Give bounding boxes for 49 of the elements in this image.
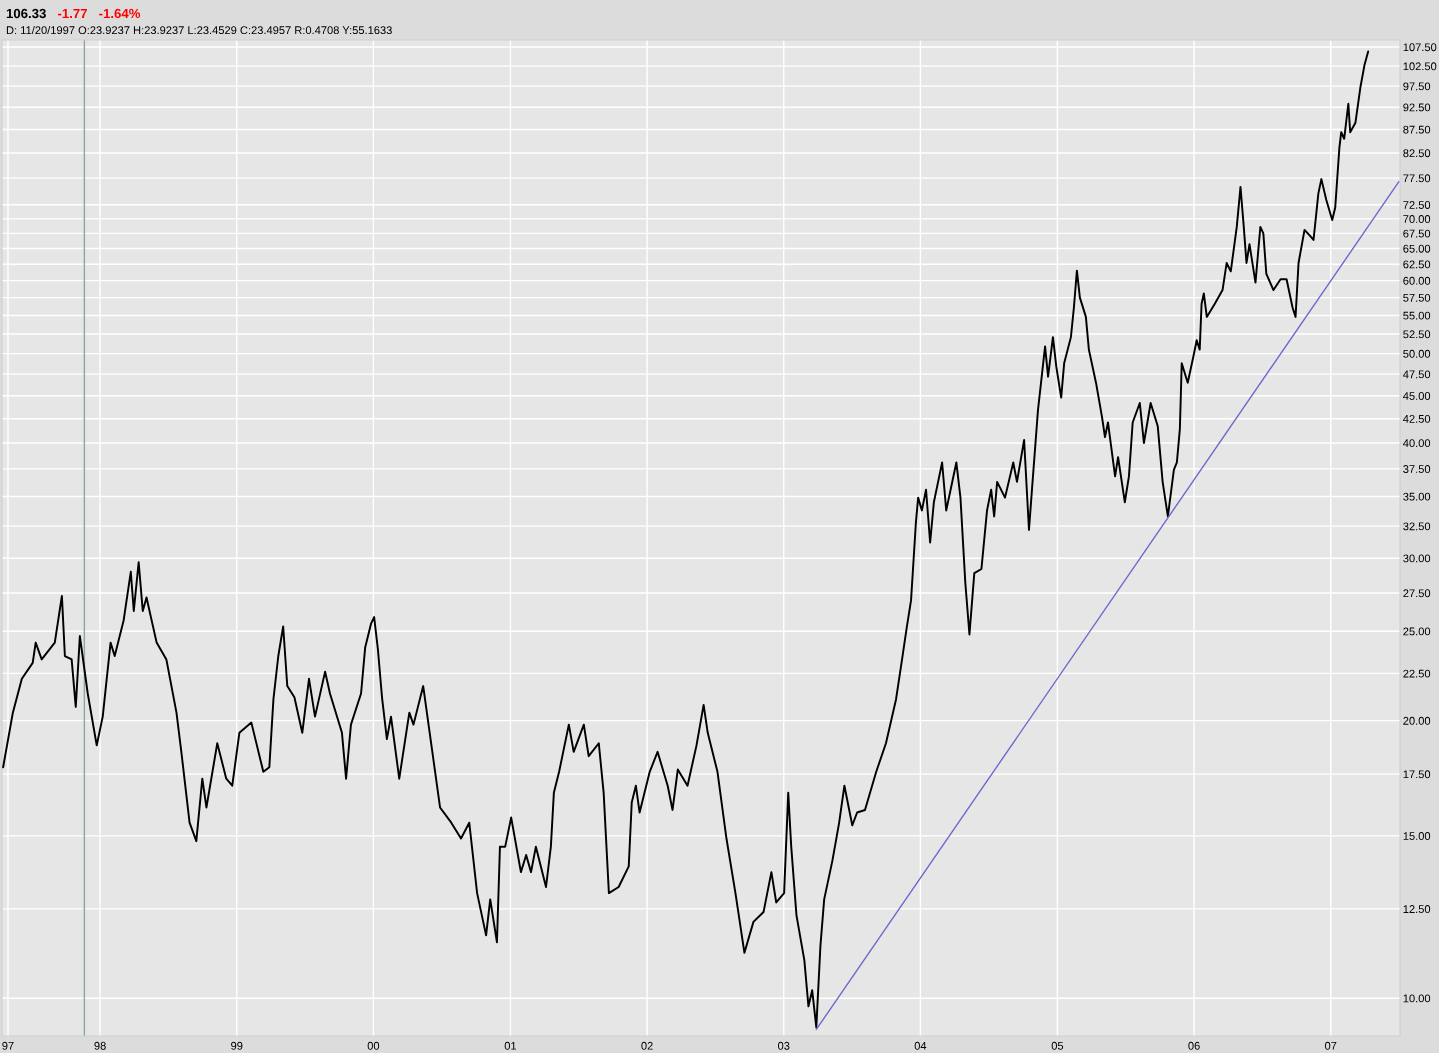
y-tick-label: 45.00	[1403, 392, 1431, 400]
y-tick-label: 15.00	[1403, 832, 1431, 840]
text: -1.64%	[99, 8, 141, 19]
x-tick-label: 97	[2, 1041, 14, 1050]
y-tick-label: 47.50	[1403, 370, 1431, 379]
x-tick-label: 04	[914, 1041, 927, 1050]
x-tick-label: 02	[641, 1041, 653, 1050]
y-tick-label: 82.50	[1403, 149, 1431, 158]
x-tick-label: 07	[1324, 1041, 1337, 1050]
y-tick-label: 32.50	[1403, 522, 1431, 531]
y-tick-label: 65.00	[1403, 244, 1431, 253]
y-tick-label: 12.50	[1403, 905, 1431, 913]
line-series	[2, 50, 1370, 1029]
y-tick-label: 52.50	[1403, 330, 1431, 339]
y-tick-label: 97.50	[1403, 82, 1431, 91]
y-tick-label: 22.50	[1403, 669, 1431, 678]
x-tick-label: 01	[504, 1041, 517, 1050]
y-tick-label: 42.50	[1403, 414, 1431, 423]
y-tick-label: 60.00	[1403, 276, 1431, 285]
y-tick-label: 70.00	[1403, 215, 1431, 223]
y-tick-label: 40.00	[1403, 439, 1431, 448]
y-tick-label: 55.00	[1403, 311, 1431, 320]
y-tick-label: 92.50	[1403, 103, 1431, 112]
y-tick-label: 25.00	[1403, 627, 1431, 636]
text: 106.33	[6, 8, 46, 19]
x-tick-label: 06	[1188, 1041, 1200, 1050]
text: -1.77	[57, 8, 87, 18]
y-tick-label: 107.50	[1403, 43, 1437, 52]
text: D: 11/20/1997 O:23.9237 H:23.9237 L:23.4529 C:23.4957 R:0.4708 Y:55.1633	[6, 25, 392, 35]
y-tick-label: 50.00	[1403, 349, 1431, 358]
y-tick-label: 17.50	[1403, 770, 1431, 779]
y-tick-label: 10.00	[1403, 994, 1431, 1003]
x-tick-label: 98	[94, 1041, 106, 1050]
y-tick-label: 67.50	[1403, 229, 1431, 238]
y-tick-label: 62.50	[1403, 260, 1431, 269]
x-tick-label: 05	[1051, 1041, 1064, 1050]
y-tick-label: 57.50	[1403, 293, 1431, 302]
y-tick-label: 77.50	[1403, 174, 1431, 183]
y-tick-label: 35.00	[1403, 492, 1431, 501]
y-tick-label: 30.00	[1403, 554, 1431, 563]
x-tick-label: 99	[231, 1041, 243, 1050]
y-tick-label: 102.50	[1403, 62, 1437, 71]
y-tick-label: 20.00	[1403, 716, 1431, 725]
y-tick-label: 72.50	[1403, 201, 1431, 209]
x-tick-label: 00	[367, 1041, 380, 1050]
y-tick-label: 27.50	[1403, 589, 1431, 598]
x-tick-label: 03	[778, 1041, 790, 1050]
y-tick-label: 37.50	[1403, 465, 1431, 473]
y-tick-label: 87.50	[1403, 125, 1431, 134]
